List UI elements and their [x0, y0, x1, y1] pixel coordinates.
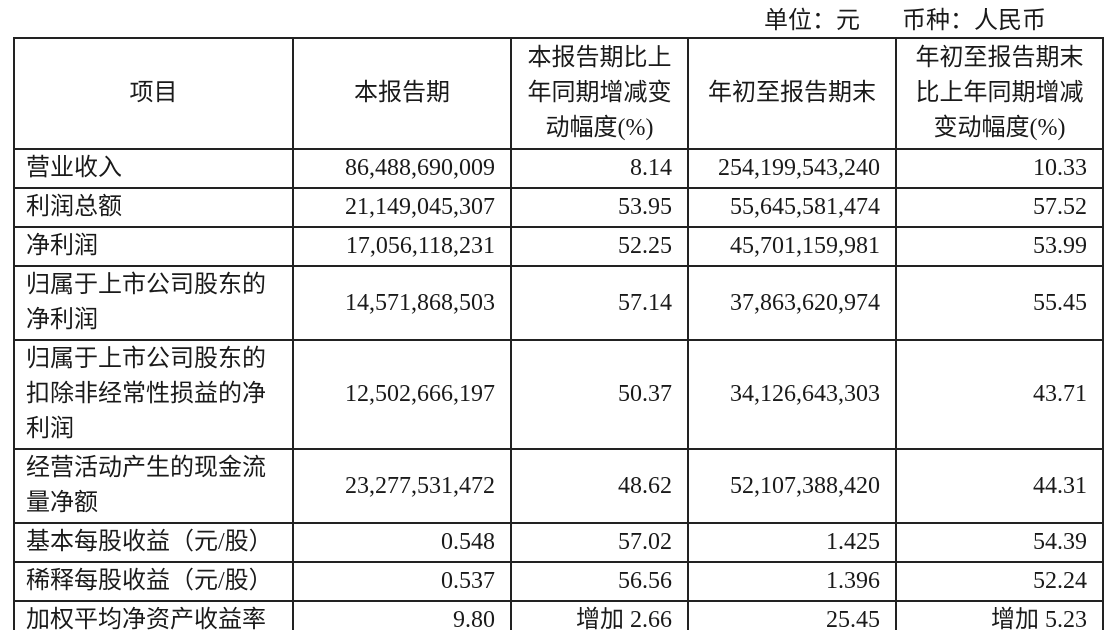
cell-current-period-change: 增加 2.66: [510, 600, 689, 630]
cell-current-period-change: 50.37: [510, 339, 689, 450]
cell-current-period-change: 52.25: [510, 226, 689, 267]
cell-ytd-change: 57.52: [895, 187, 1104, 228]
cell-item: 稀释每股收益（元/股）: [13, 561, 294, 602]
cell-current-period: 23,277,531,472: [292, 448, 512, 524]
cell-ytd-change: 44.31: [895, 448, 1104, 524]
cell-current-period-change: 48.62: [510, 448, 689, 524]
column-header-ytd: 年初至报告期末: [687, 37, 897, 150]
table-row-weighted-avg-roe: 加权平均净资产收益率 9.80 增加 2.66 25.45 增加 5.23: [13, 600, 1104, 630]
cell-ytd-change: 52.24: [895, 561, 1104, 602]
table-row-total-profit: 利润总额 21,149,045,307 53.95 55,645,581,474…: [13, 187, 1104, 228]
cell-ytd: 1.396: [687, 561, 897, 602]
cell-item: 经营活动产生的现金流量净额: [13, 448, 294, 524]
table-row-operating-revenue: 营业收入 86,488,690,009 8.14 254,199,543,240…: [13, 148, 1104, 189]
table-row-operating-cash-flow: 经营活动产生的现金流量净额 23,277,531,472 48.62 52,10…: [13, 448, 1104, 524]
cell-ytd: 254,199,543,240: [687, 148, 897, 189]
cell-item: 利润总额: [13, 187, 294, 228]
cell-item: 加权平均净资产收益率: [13, 600, 294, 630]
cell-item: 归属于上市公司股东的净利润: [13, 265, 294, 341]
cell-current-period: 12,502,666,197: [292, 339, 512, 450]
cell-current-period: 17,056,118,231: [292, 226, 512, 267]
cell-current-period: 86,488,690,009: [292, 148, 512, 189]
cell-ytd-change: 54.39: [895, 522, 1104, 563]
column-header-item: 项目: [13, 37, 294, 150]
cell-ytd-change: 10.33: [895, 148, 1104, 189]
financial-summary-table: 项目 本报告期 本报告期比上年同期增减变动幅度(%) 年初至报告期末 年初至报告…: [13, 37, 1104, 630]
column-header-current-period-change: 本报告期比上年同期增减变动幅度(%): [510, 37, 689, 150]
cell-ytd: 52,107,388,420: [687, 448, 897, 524]
cell-item: 归属于上市公司股东的扣除非经常性损益的净利润: [13, 339, 294, 450]
unit-currency-note: 单位：元 币种：人民币: [0, 0, 1112, 37]
table-row-basic-eps: 基本每股收益（元/股） 0.548 57.02 1.425 54.39: [13, 522, 1104, 563]
column-header-ytd-change: 年初至报告期末比上年同期增减变动幅度(%): [895, 37, 1104, 150]
cell-ytd-change: 55.45: [895, 265, 1104, 341]
cell-current-period-change: 53.95: [510, 187, 689, 228]
cell-ytd-change: 53.99: [895, 226, 1104, 267]
cell-current-period: 9.80: [292, 600, 512, 630]
cell-ytd: 34,126,643,303: [687, 339, 897, 450]
header-row: 项目 本报告期 本报告期比上年同期增减变动幅度(%) 年初至报告期末 年初至报告…: [13, 37, 1104, 150]
cell-ytd: 1.425: [687, 522, 897, 563]
cell-ytd-change: 增加 5.23: [895, 600, 1104, 630]
cell-ytd: 45,701,159,981: [687, 226, 897, 267]
cell-item: 基本每股收益（元/股）: [13, 522, 294, 563]
table-row-net-profit-excl-nonrecurring: 归属于上市公司股东的扣除非经常性损益的净利润 12,502,666,197 50…: [13, 339, 1104, 450]
cell-current-period-change: 8.14: [510, 148, 689, 189]
cell-item: 净利润: [13, 226, 294, 267]
cell-current-period: 0.548: [292, 522, 512, 563]
cell-ytd: 25.45: [687, 600, 897, 630]
column-header-current-period: 本报告期: [292, 37, 512, 150]
table-row-diluted-eps: 稀释每股收益（元/股） 0.537 56.56 1.396 52.24: [13, 561, 1104, 602]
currency-label: 币种：人民币: [902, 8, 1046, 34]
cell-ytd-change: 43.71: [895, 339, 1104, 450]
cell-current-period-change: 56.56: [510, 561, 689, 602]
unit-label: 单位：元: [764, 8, 860, 34]
table-row-net-profit-attributable: 归属于上市公司股东的净利润 14,571,868,503 57.14 37,86…: [13, 265, 1104, 341]
table-row-net-profit: 净利润 17,056,118,231 52.25 45,701,159,981 …: [13, 226, 1104, 267]
cell-ytd: 37,863,620,974: [687, 265, 897, 341]
cell-current-period-change: 57.02: [510, 522, 689, 563]
cell-current-period: 14,571,868,503: [292, 265, 512, 341]
cell-ytd: 55,645,581,474: [687, 187, 897, 228]
cell-current-period: 21,149,045,307: [292, 187, 512, 228]
cell-current-period-change: 57.14: [510, 265, 689, 341]
cell-current-period: 0.537: [292, 561, 512, 602]
cell-item: 营业收入: [13, 148, 294, 189]
